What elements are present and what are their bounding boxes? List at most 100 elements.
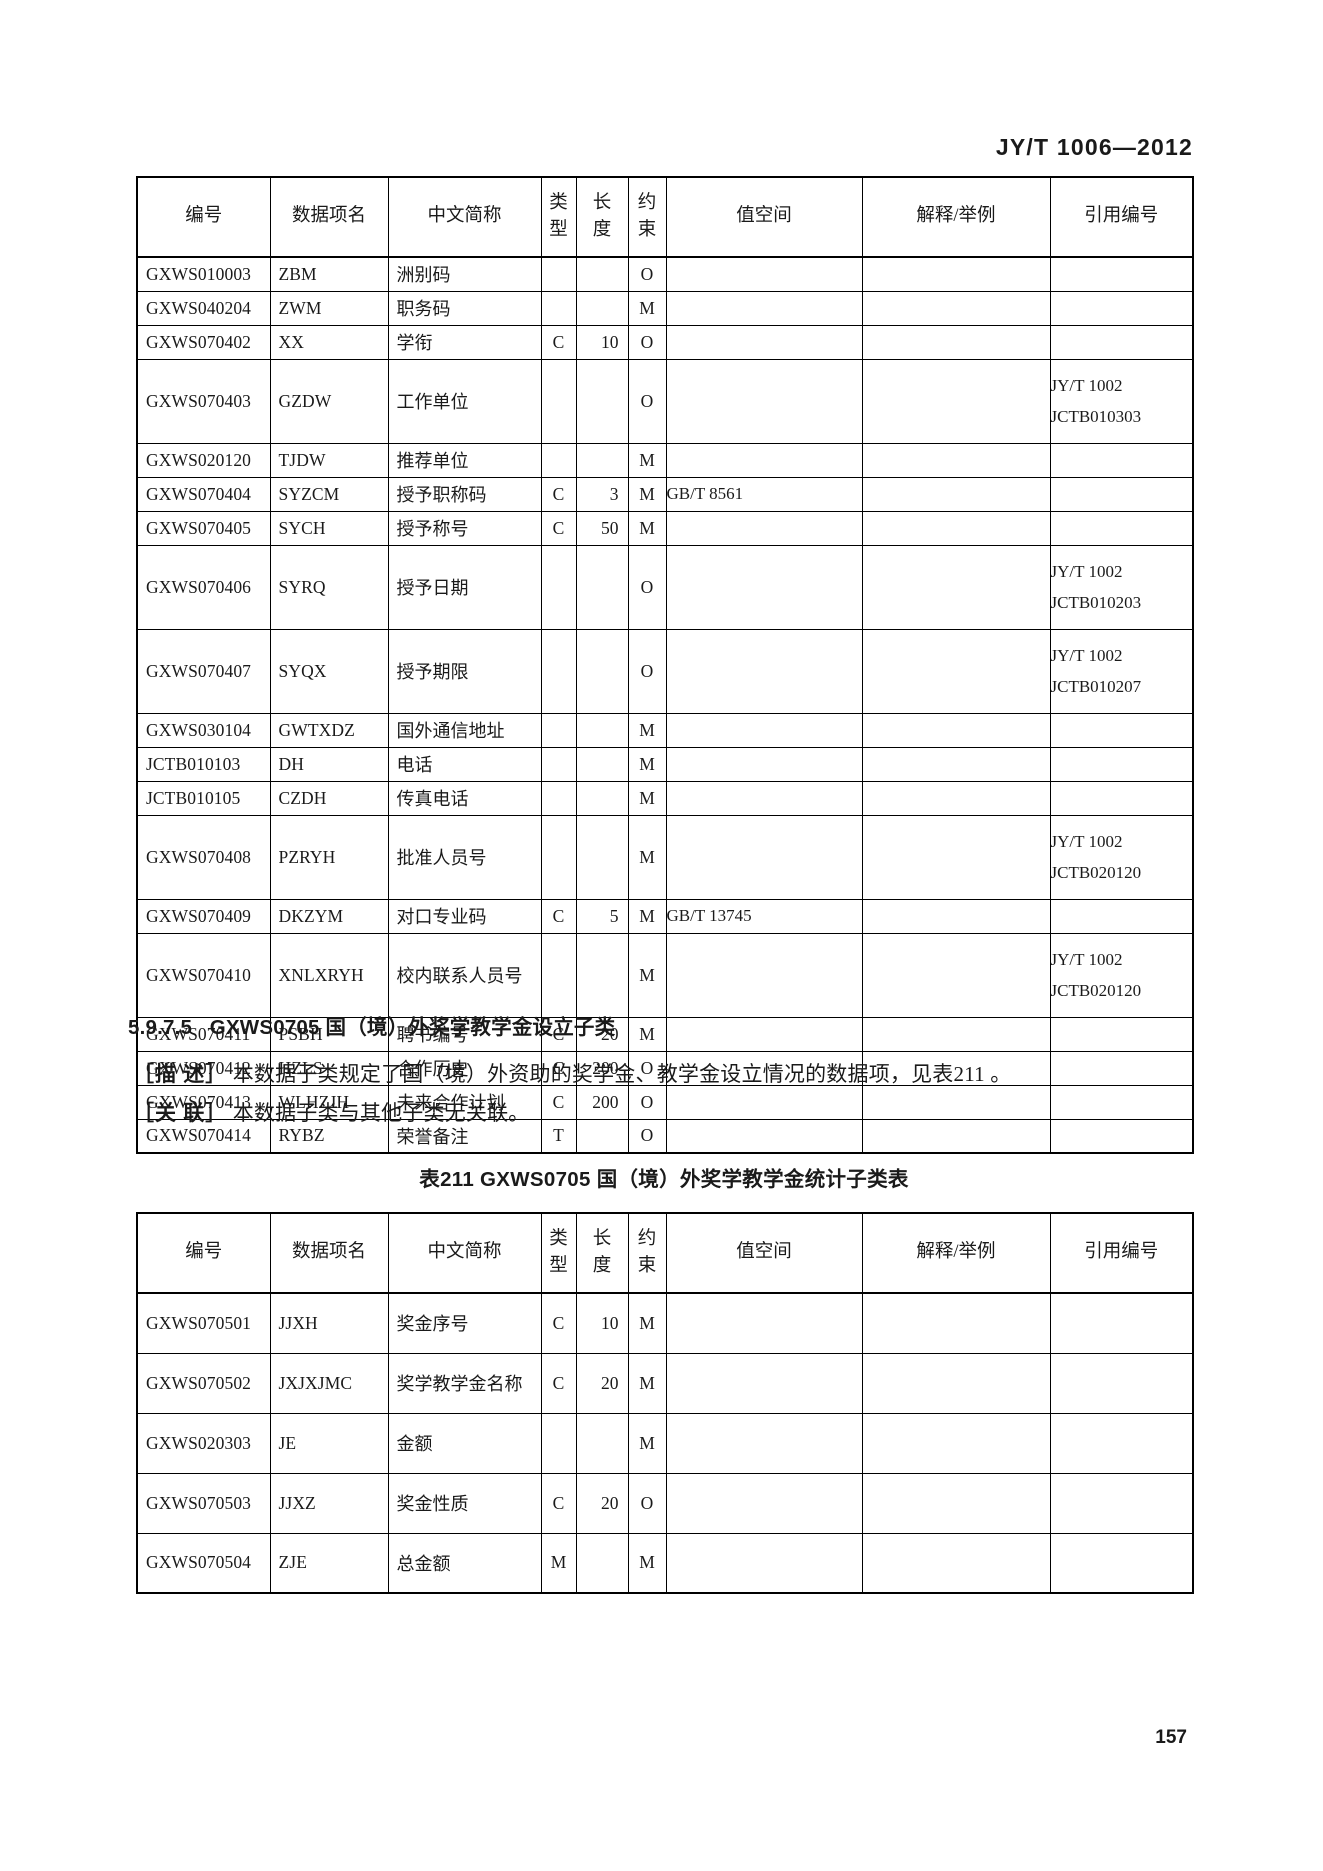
cell-id: GXWS070502 (136, 1352, 271, 1414)
cell-value-space (665, 358, 863, 444)
cell-reference-id: JY/T 1002 JCTB010207 (1049, 628, 1194, 714)
cell-constraint: O (627, 544, 667, 630)
cell-constraint: M (627, 290, 667, 326)
cell-reference-id (1049, 257, 1194, 292)
cell-type: T (540, 1118, 577, 1154)
table-row: GXWS070412 HZLS 合作历史 C 200 O (136, 1050, 1194, 1086)
cell-constraint: M (627, 476, 667, 512)
cell-id: GXWS020120 (136, 442, 271, 478)
table-body-bottom: GXWS070501 JJXH 奖金序号 C 10 M GXWS070502 JXJXJMC 奖… (136, 1293, 1194, 1594)
cell-data-item-name: DKZYM (269, 898, 389, 934)
table-header-row: 编号 数据项名 中文简称 类 型 长 度 约 束 值空间 解释/举例 引用编号 (136, 1212, 1194, 1294)
column-header-value-space: 值空间 (665, 1212, 863, 1294)
cell-value-space (665, 544, 863, 630)
description-label: ［描 述］ (133, 1062, 228, 1086)
reference-line: JCTB010203 (1050, 593, 1142, 612)
cell-type: C (540, 510, 577, 546)
cell-value-space (665, 1352, 863, 1414)
reference-line: JY/T 1002 (1050, 831, 1123, 851)
cell-reference-id (1049, 1118, 1194, 1154)
section-heading: 5.9.7.5 GXWS0705 国（境）外奖学教学金设立子类 (128, 1010, 615, 1040)
cell-reference-id (1049, 476, 1194, 512)
cell-chinese-short-name: 荣誉备注 (387, 1118, 542, 1154)
cell-length: 10 (575, 324, 629, 360)
cell-type: C (540, 1084, 577, 1120)
cell-chinese-short-name: 学衔 (387, 324, 542, 360)
cell-constraint: O (627, 1472, 667, 1534)
cell-type (540, 442, 577, 478)
table-row: GXWS020120 TJDW 推荐单位 M (136, 442, 1194, 478)
cell-value-space (665, 746, 863, 782)
cell-reference-id (1049, 780, 1194, 816)
cell-explanation (861, 290, 1051, 326)
cell-explanation (861, 1352, 1051, 1414)
table-row: GXWS070409 DKZYM 对口专业码 C 5 M GB/T 13745 (136, 898, 1194, 934)
table-row: GXWS070404 SYZCM 授予职称码 C 3 M GB/T 8561 (136, 476, 1194, 512)
cell-value-space (665, 442, 863, 478)
cell-chinese-short-name: 授予日期 (387, 544, 542, 630)
section-title: GXWS0705 国（境）外奖学教学金设立子类 (209, 1016, 616, 1039)
cell-value-space (665, 1412, 863, 1474)
cell-explanation (861, 898, 1051, 934)
description-text: 本数据子类规定了国（境）外资助的奖学金、教学金设立情况的数据项，见表211 。 (232, 1062, 1012, 1086)
reference-line: JY/T 1002 (1050, 375, 1123, 395)
column-header-id: 编号 (136, 1212, 271, 1294)
cell-value-space: GB/T 8561 (665, 476, 863, 512)
column-header-reference-id: 引用编号 (1049, 176, 1194, 258)
cell-reference-id (1049, 1472, 1194, 1534)
cell-length: 50 (575, 510, 629, 546)
cell-constraint: M (627, 442, 667, 478)
table-row: GXWS030104 GWTXDZ 国外通信地址 M (136, 712, 1194, 748)
cell-length (575, 932, 629, 1018)
column-header-data-item-name: 数据项名 (269, 1212, 389, 1294)
cell-id: GXWS070406 (136, 544, 271, 630)
relation-paragraph: ［关 联］ 本数据子类与其他子类无关联。 (133, 1097, 530, 1127)
cell-value-space (665, 780, 863, 816)
cell-reference-id (1049, 1412, 1194, 1474)
cell-length (575, 628, 629, 714)
cell-explanation (861, 1532, 1051, 1594)
column-header-type: 类 型 (540, 1212, 577, 1294)
cell-reference-id (1049, 1293, 1194, 1354)
cell-chinese-short-name: 洲别码 (387, 257, 542, 292)
cell-constraint: O (627, 1050, 667, 1086)
cell-value-space (665, 1532, 863, 1594)
cell-reference-id (1049, 324, 1194, 360)
cell-chinese-short-name: 批准人员号 (387, 814, 542, 900)
table-row: GXWS070405 SYCH 授予称号 C 50 M (136, 510, 1194, 546)
cell-value-space (665, 932, 863, 1018)
cell-value-space: GB/T 13745 (665, 898, 863, 934)
cell-length (575, 1532, 629, 1594)
table-row: GXWS070407 SYQX 授予期限 O JY/T 1002 JCTB010207 (136, 628, 1194, 714)
cell-data-item-name: JXJXJMC (269, 1352, 389, 1414)
reference-line: JCTB010303 (1050, 407, 1142, 426)
cell-explanation (861, 510, 1051, 546)
cell-explanation (861, 1472, 1051, 1534)
cell-id: GXWS010003 (136, 257, 271, 292)
cell-explanation (861, 1118, 1051, 1154)
cell-explanation (861, 1084, 1051, 1120)
cell-id: JCTB010103 (136, 746, 271, 782)
cell-id: GXWS070504 (136, 1532, 271, 1594)
cell-constraint: O (627, 358, 667, 444)
table-row: JCTB010105 CZDH 传真电话 M (136, 780, 1194, 816)
cell-chinese-short-name: 职务码 (387, 290, 542, 326)
cell-value-space (665, 628, 863, 714)
cell-explanation (861, 1412, 1051, 1474)
table-row: GXWS070410 XNLXRYH 校内联系人员号 M JY/T 1002 JCTB02… (136, 932, 1194, 1018)
cell-data-item-name: TJDW (269, 442, 389, 478)
cell-chinese-short-name: 未来合作计划 (387, 1084, 542, 1120)
cell-length: 20 (575, 1016, 629, 1052)
cell-data-item-name: JJXH (269, 1293, 389, 1354)
cell-value-space (665, 712, 863, 748)
cell-explanation (861, 628, 1051, 714)
cell-type (540, 544, 577, 630)
table-row: GXWS020303 JE 金额 M (136, 1412, 1194, 1474)
table-row: GXWS070501 JJXH 奖金序号 C 10 M (136, 1293, 1194, 1354)
cell-id: GXWS070501 (136, 1293, 271, 1354)
cell-constraint: M (627, 1293, 667, 1354)
cell-data-item-name: GZDW (269, 358, 389, 444)
cell-chinese-short-name: 电话 (387, 746, 542, 782)
cell-type (540, 628, 577, 714)
